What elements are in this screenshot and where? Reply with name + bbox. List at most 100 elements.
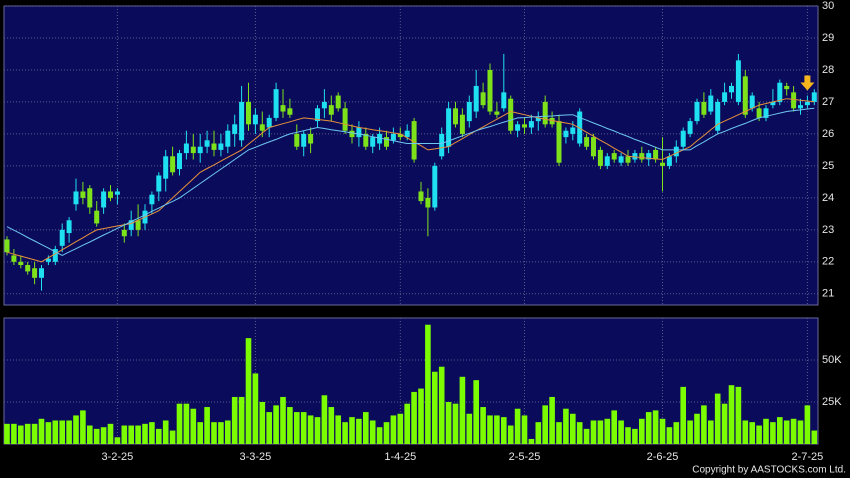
volume-bar — [625, 427, 631, 444]
candle-body — [556, 121, 562, 163]
candle-body — [473, 85, 479, 112]
candle-body — [390, 133, 396, 141]
volume-bar — [432, 371, 438, 444]
candle-body — [680, 130, 686, 147]
candle-body — [59, 229, 65, 246]
candle-body — [666, 156, 672, 166]
volume-bar — [390, 415, 397, 444]
candle-body — [749, 95, 755, 109]
volume-bar — [721, 403, 728, 444]
x-tick-label: 1-4-25 — [384, 451, 416, 463]
y-tick-label: 30 — [822, 0, 834, 12]
volume-bar — [100, 427, 107, 444]
volume-bar — [549, 396, 555, 444]
candle-body — [170, 156, 176, 173]
candle-body — [563, 130, 569, 138]
candle-body — [687, 121, 693, 134]
candle-body — [694, 101, 700, 122]
volume-bar — [694, 413, 700, 444]
candle-body — [52, 249, 58, 262]
volume-bar — [383, 422, 390, 444]
volume-bar — [197, 422, 203, 444]
volume-bar — [535, 422, 542, 444]
y-tick-label: 26 — [822, 128, 834, 140]
volume-bar — [287, 407, 293, 444]
volume-bar — [701, 405, 707, 444]
volume-bar — [632, 428, 638, 444]
candle-body — [66, 220, 72, 234]
candle-body — [453, 108, 458, 125]
candle-body — [777, 82, 783, 102]
volume-bar — [590, 420, 597, 444]
candle-body — [701, 101, 707, 115]
volume-bar — [411, 391, 417, 444]
volume-bar — [107, 423, 114, 444]
candle-body — [708, 95, 714, 112]
volume-bar — [218, 422, 224, 444]
volume-bar — [687, 420, 693, 444]
volume-bar — [321, 395, 328, 444]
volume-bar — [645, 412, 652, 444]
volume-bar — [480, 407, 486, 444]
x-tick-label: 3-3-25 — [240, 451, 272, 463]
volume-bar — [245, 338, 252, 444]
candle-body — [439, 133, 445, 157]
volume-bar — [452, 403, 459, 444]
volume-bar — [45, 422, 52, 444]
volume-bar — [142, 423, 148, 444]
candle-body — [335, 95, 341, 109]
volume-bar — [259, 402, 266, 444]
candle-body — [811, 92, 817, 102]
candle-body — [494, 111, 500, 115]
y-tick-label: 28 — [822, 64, 834, 76]
y-tick-label: 25 — [822, 160, 834, 172]
candle-body — [101, 191, 107, 208]
candle-body — [625, 156, 631, 163]
volume-bar — [335, 415, 341, 444]
candle-body — [722, 92, 728, 102]
volume-bar — [521, 415, 528, 444]
volume-bar — [714, 393, 721, 444]
volume-bar — [183, 403, 190, 444]
volume-bar — [742, 420, 749, 444]
candle-body — [535, 117, 541, 122]
volume-bar — [542, 405, 548, 444]
volume-bar — [618, 420, 624, 444]
volume-bar — [294, 412, 300, 444]
volume-bar — [38, 418, 45, 444]
candle-body — [384, 137, 389, 147]
candle-body — [480, 92, 486, 106]
volume-bar — [73, 415, 79, 444]
volume-bar — [280, 396, 286, 444]
volume-bar — [445, 402, 452, 444]
y-tick-label: 29 — [822, 32, 834, 44]
volume-bar — [563, 408, 569, 444]
volume-bar — [770, 422, 776, 444]
candle-body — [597, 149, 603, 166]
candle-body — [239, 101, 245, 141]
candle-body — [342, 108, 348, 131]
candle-body — [225, 130, 231, 147]
candle-body — [266, 117, 272, 128]
volume-bar — [466, 413, 473, 444]
candle-body — [646, 153, 652, 160]
candle-body — [466, 101, 472, 122]
volume-bar — [4, 423, 10, 444]
volume-bar — [514, 408, 521, 444]
volume-bar — [376, 427, 383, 444]
candle-body — [729, 85, 734, 93]
volume-bar — [18, 425, 24, 444]
candle-body — [508, 98, 514, 131]
candle-body — [742, 76, 748, 115]
volume-bar — [114, 437, 121, 444]
candle-body — [315, 108, 320, 122]
volume-bar — [673, 422, 680, 444]
candle-body — [246, 101, 251, 125]
candle-body — [804, 101, 810, 106]
candle-body — [618, 156, 624, 163]
y-tick-label: 50K — [822, 354, 842, 366]
candle-body — [487, 69, 493, 112]
candle-body — [542, 101, 548, 125]
candle-body — [321, 101, 327, 109]
x-tick-label: 2-6-25 — [647, 451, 679, 463]
